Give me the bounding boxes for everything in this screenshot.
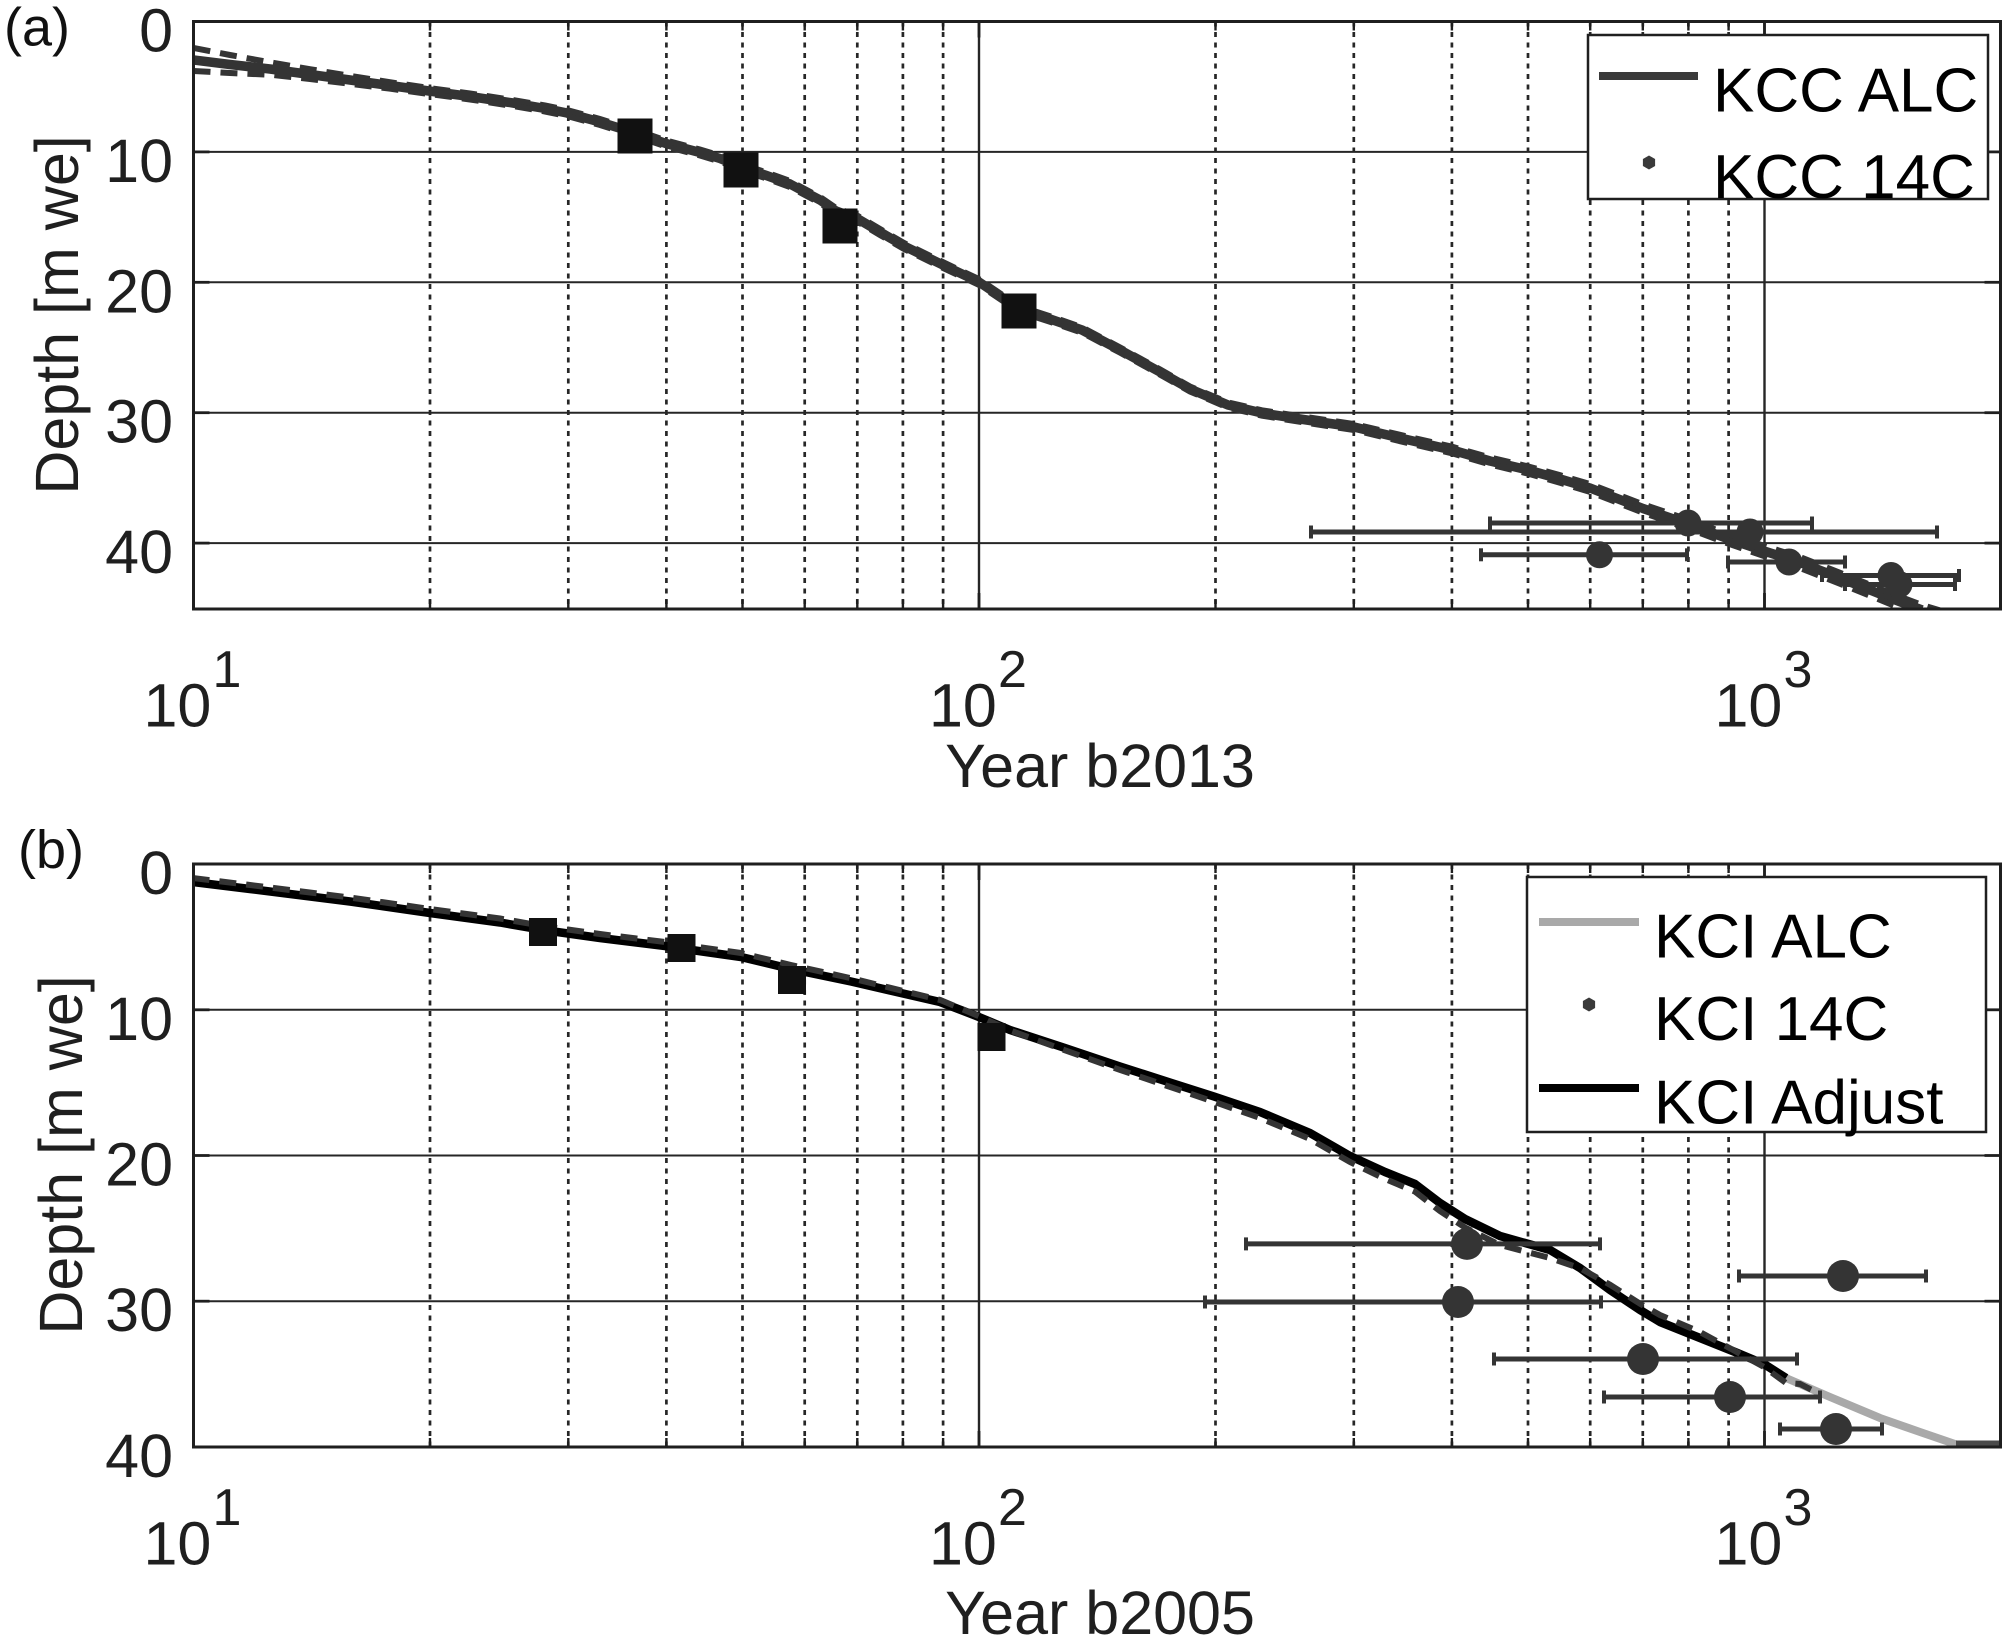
svg-text:(b): (b) [18, 820, 84, 880]
svg-text:0: 0 [139, 839, 173, 907]
svg-text:1: 1 [213, 1479, 242, 1537]
svg-text:2: 2 [998, 1479, 1027, 1537]
svg-text:1: 1 [213, 641, 242, 699]
svg-text:30: 30 [105, 1276, 173, 1344]
svg-text:Year b2005: Year b2005 [945, 1579, 1255, 1635]
svg-text:20: 20 [105, 257, 173, 325]
svg-text:Depth [m we]: Depth [m we] [27, 975, 95, 1334]
svg-text:40: 40 [105, 1422, 173, 1490]
svg-text:10: 10 [105, 127, 173, 195]
svg-text:3: 3 [1784, 641, 1813, 699]
svg-text:KCI Adjust: KCI Adjust [1654, 1069, 1943, 1138]
svg-text:KCI ALC: KCI ALC [1654, 903, 1892, 972]
svg-text:Year b2013: Year b2013 [945, 732, 1255, 800]
svg-text:3: 3 [1784, 1479, 1813, 1537]
svg-text:10: 10 [1715, 1510, 1783, 1578]
svg-text:KCI 14C: KCI 14C [1654, 985, 1888, 1054]
svg-text:0: 0 [139, 0, 173, 65]
svg-text:KCC ALC: KCC ALC [1713, 57, 1978, 126]
svg-text:10: 10 [929, 1510, 997, 1578]
svg-text:10: 10 [1715, 672, 1783, 740]
svg-text:KCC 14C: KCC 14C [1713, 143, 1975, 212]
svg-text:10: 10 [144, 1510, 212, 1578]
svg-text:2: 2 [998, 641, 1027, 699]
svg-text:20: 20 [105, 1131, 173, 1199]
svg-text:10: 10 [144, 672, 212, 740]
svg-text:30: 30 [105, 388, 173, 456]
svg-text:10: 10 [105, 985, 173, 1053]
svg-text:(a): (a) [4, 0, 70, 58]
svg-text:Depth [m we]: Depth [m we] [23, 135, 91, 494]
svg-text:10: 10 [929, 672, 997, 740]
svg-text:40: 40 [105, 518, 173, 586]
